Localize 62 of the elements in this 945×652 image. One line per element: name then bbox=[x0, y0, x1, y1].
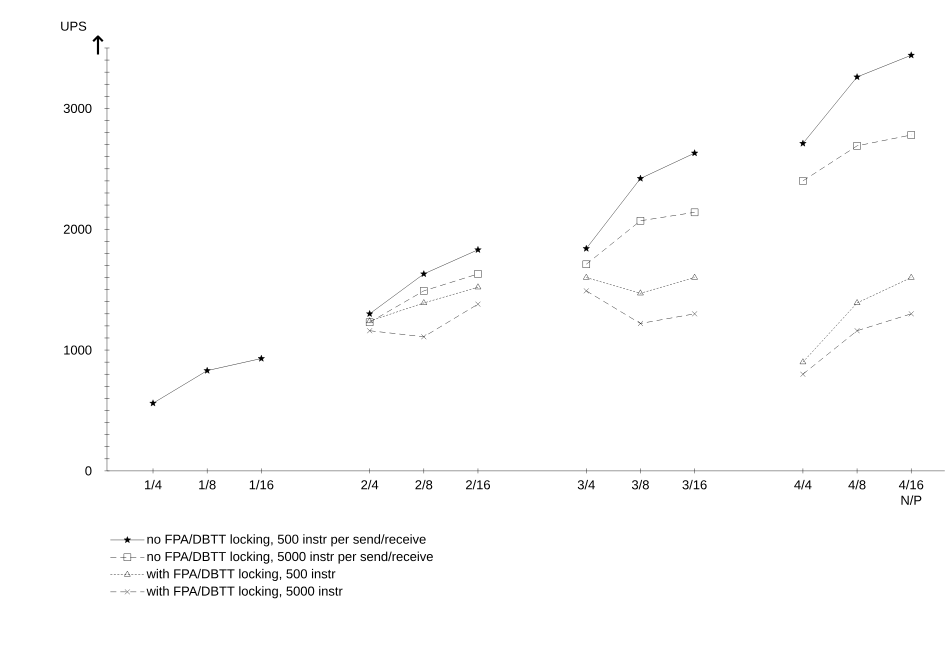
point bbox=[366, 310, 374, 317]
point bbox=[475, 302, 481, 307]
point bbox=[366, 318, 374, 326]
point bbox=[638, 320, 644, 326]
x-axis-title: N/P bbox=[901, 495, 922, 505]
point bbox=[800, 358, 806, 364]
legend-label: with FPA/DBTT locking, 5000 instr bbox=[146, 586, 343, 598]
point bbox=[474, 246, 482, 253]
point bbox=[258, 354, 265, 362]
point bbox=[908, 52, 915, 58]
point bbox=[854, 299, 860, 305]
point bbox=[420, 287, 428, 295]
text: ↑ bbox=[92, 36, 104, 55]
x-tick-label: 4/16 bbox=[898, 480, 924, 490]
y-axis-title: UPS bbox=[61, 22, 86, 31]
y-tick-label: 3000 bbox=[64, 104, 92, 114]
point bbox=[366, 328, 372, 334]
point bbox=[853, 142, 861, 150]
y-tick-label: 1000 bbox=[64, 346, 92, 355]
point bbox=[582, 260, 590, 268]
y-tick-label: 2000 bbox=[64, 224, 92, 234]
legend-label: no FPA/DBTT locking, 5000 instr per send/receive bbox=[147, 552, 433, 564]
point bbox=[800, 372, 806, 377]
point bbox=[799, 140, 806, 147]
point bbox=[908, 274, 914, 280]
point bbox=[692, 311, 698, 317]
point bbox=[474, 270, 482, 278]
point bbox=[421, 334, 426, 340]
y-tick-label: 0 bbox=[85, 466, 92, 476]
x-tick-label: 2/16 bbox=[466, 480, 490, 490]
point bbox=[854, 328, 860, 334]
point bbox=[584, 288, 589, 294]
x-tick-label: 2/4 bbox=[361, 480, 378, 490]
point bbox=[637, 290, 644, 296]
point bbox=[204, 366, 211, 374]
point bbox=[908, 131, 915, 139]
x-tick-label: 4/4 bbox=[794, 480, 812, 490]
point bbox=[636, 217, 644, 225]
x-tick-label: 1/8 bbox=[199, 480, 216, 490]
point bbox=[420, 299, 428, 305]
point bbox=[636, 174, 644, 182]
point bbox=[582, 244, 590, 252]
legend-label: with FPA/DBTT locking, 500 instr bbox=[146, 568, 336, 582]
x-tick-label: 3/4 bbox=[578, 480, 595, 490]
point bbox=[854, 73, 861, 80]
x-tick-label: 3/16 bbox=[682, 480, 707, 490]
x-tick-label: 3/8 bbox=[632, 480, 649, 490]
point bbox=[799, 177, 807, 185]
point bbox=[366, 317, 373, 324]
point bbox=[420, 270, 428, 278]
x-tick-label: 2/8 bbox=[415, 480, 432, 490]
point bbox=[150, 400, 157, 406]
x-tick-label: 1/16 bbox=[250, 480, 274, 490]
point bbox=[474, 284, 482, 290]
point bbox=[691, 149, 698, 156]
point bbox=[690, 208, 698, 216]
point bbox=[691, 274, 698, 280]
x-tick-label: 1/4 bbox=[145, 480, 162, 490]
x-tick-label: 4/8 bbox=[848, 480, 866, 490]
point bbox=[583, 274, 590, 280]
legend-label: no FPA/DBTT locking, 500 instr per send/receive bbox=[147, 534, 426, 546]
point bbox=[908, 311, 914, 317]
